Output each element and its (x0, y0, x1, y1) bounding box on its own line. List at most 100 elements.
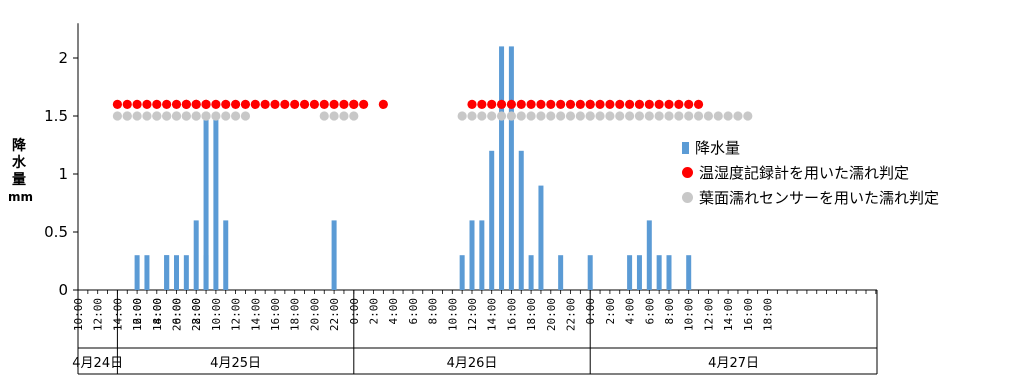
leaf-sensor-wetness-dot (142, 111, 152, 121)
hygrometer-wetness-dot (526, 99, 536, 109)
precipitation-bar (666, 255, 672, 290)
leaf-sensor-wetness-dot (625, 111, 635, 121)
hygrometer-wetness-dot (162, 99, 172, 109)
leaf-sensor-wetness-dot (693, 111, 704, 121)
hygrometer-wetness-dot (585, 99, 595, 109)
leaf-sensor-wetness-dot (211, 111, 221, 121)
leaf-sensor-wetness-dot (605, 111, 615, 121)
dots-layer (112, 99, 753, 121)
y-axis-label-char: 量 (12, 172, 26, 188)
hygrometer-wetness-dot (654, 99, 664, 109)
x-tick-label: 14:00 (249, 298, 262, 331)
x-tick-label: 16:00 (742, 298, 755, 331)
hygrometer-wetness-dot (565, 99, 576, 109)
x-tick-label: 16:00 (505, 298, 518, 331)
leaf-sensor-wetness-dot (329, 111, 339, 121)
hygrometer-wetness-dot (359, 99, 369, 109)
date-label: 4月25日 (210, 356, 261, 371)
y-tick-label: 0 (58, 281, 68, 299)
x-tick-label: 18:00 (151, 298, 164, 331)
precipitation-bar (193, 220, 199, 290)
hygrometer-wetness-dot (250, 99, 260, 109)
hygrometer-wetness-dot (546, 99, 556, 109)
precipitation-bar (331, 220, 337, 290)
leaf-sensor-wetness-dot (191, 111, 201, 121)
x-tick-label: 12:00 (702, 298, 715, 331)
precipitation-bar (558, 255, 564, 290)
precipitation-bar (459, 255, 465, 290)
precipitation-bar (479, 220, 485, 290)
hygrometer-wetness-dot (516, 99, 526, 109)
leaf-sensor-wetness-dot (152, 111, 162, 121)
legend-label: 降水量 (695, 139, 741, 157)
precipitation-bar (174, 255, 179, 290)
x-tick-label: 10:00 (446, 298, 459, 331)
hygrometer-wetness-dot (684, 99, 694, 109)
x-tick-label: 4:00 (387, 298, 400, 325)
y-tick-label: 1.5 (44, 107, 68, 125)
hygrometer-wetness-dot (280, 99, 290, 109)
x-tick-label: 22:00 (328, 298, 341, 331)
hygrometer-wetness-dot (339, 99, 349, 109)
y-tick-label: 1 (58, 165, 68, 183)
hygrometer-wetness-dot (674, 99, 684, 109)
precipitation-bar (508, 46, 514, 291)
leaf-sensor-wetness-dot (231, 111, 241, 121)
hygrometer-wetness-dot (615, 99, 625, 109)
x-tick-label: 2:00 (604, 298, 617, 325)
legend-item-leaf-sensor-wetness: 葉面濡れセンサーを用いた濡れ判定 (682, 185, 939, 210)
hygrometer-wetness-dot (556, 99, 566, 109)
x-tick-label: 18:00 (289, 298, 302, 331)
date-label: 4月24日 (72, 356, 123, 371)
hygrometer-wetness-dot (181, 99, 191, 109)
leaf-sensor-wetness-dot (733, 111, 743, 121)
precipitation-bar (213, 116, 219, 290)
leaf-sensor-wetness-dot (171, 111, 182, 121)
x-tick-label: 2:00 (368, 298, 381, 325)
hygrometer-wetness-dot (122, 99, 132, 109)
x-tick-label: 22:00 (190, 298, 203, 331)
x-tick-label: 12:00 (466, 298, 479, 331)
precipitation-bar (646, 220, 652, 290)
leaf-sensor-wetness-dot (546, 111, 556, 121)
leaf-sensor-wetness-dot (654, 111, 664, 121)
leaf-sensor-wetness-dot (585, 111, 595, 121)
hygrometer-wetness-dot (378, 99, 388, 109)
y-axis-label: 降 水 量 mm (8, 138, 34, 206)
precipitation-bar (528, 255, 534, 290)
x-tick-label: 4:00 (624, 298, 637, 325)
x-tick-label: 8:00 (427, 298, 440, 325)
hygrometer-wetness-dot (349, 99, 359, 109)
hygrometer-wetness-dot (644, 99, 654, 109)
precipitation-bar (134, 255, 140, 290)
x-tick-label: 10:00 (72, 298, 85, 331)
hygrometer-wetness-dot (477, 99, 487, 109)
x-tick-label: 16:00 (269, 298, 282, 331)
x-tick-label: 20:00 (171, 298, 184, 331)
leaf-sensor-wetness-dot (556, 111, 566, 121)
x-tick-label: 18:00 (762, 298, 775, 331)
date-label: 4月27日 (708, 356, 759, 371)
leaf-sensor-wetness-dot (674, 111, 684, 121)
x-tick-label: 8:00 (663, 298, 676, 325)
x-tick-label: 8:00 (190, 298, 203, 325)
hygrometer-wetness-dot (191, 99, 201, 109)
hygrometer-wetness-dot (270, 99, 280, 109)
leaf-sensor-wetness-dot (181, 111, 191, 121)
hygrometer-wetness-dot (329, 99, 339, 109)
precipitation-bar (499, 46, 505, 291)
hygrometer-wetness-dot (625, 99, 635, 109)
x-tick-label: 6:00 (643, 298, 656, 325)
legend-bar-swatch (682, 141, 689, 154)
leaf-sensor-wetness-dot (122, 111, 132, 121)
leaf-sensor-wetness-dot (240, 111, 251, 121)
x-tick-label: 0:00 (584, 298, 597, 325)
hygrometer-wetness-dot (605, 99, 615, 109)
leaf-sensor-wetness-dot (339, 111, 349, 121)
y-axis-label-unit: mm (8, 190, 34, 204)
precipitation-bar (469, 220, 475, 290)
leaf-sensor-wetness-dot (162, 111, 172, 121)
leaf-sensor-wetness-dot (615, 111, 625, 121)
date-label: 4月26日 (447, 356, 498, 371)
